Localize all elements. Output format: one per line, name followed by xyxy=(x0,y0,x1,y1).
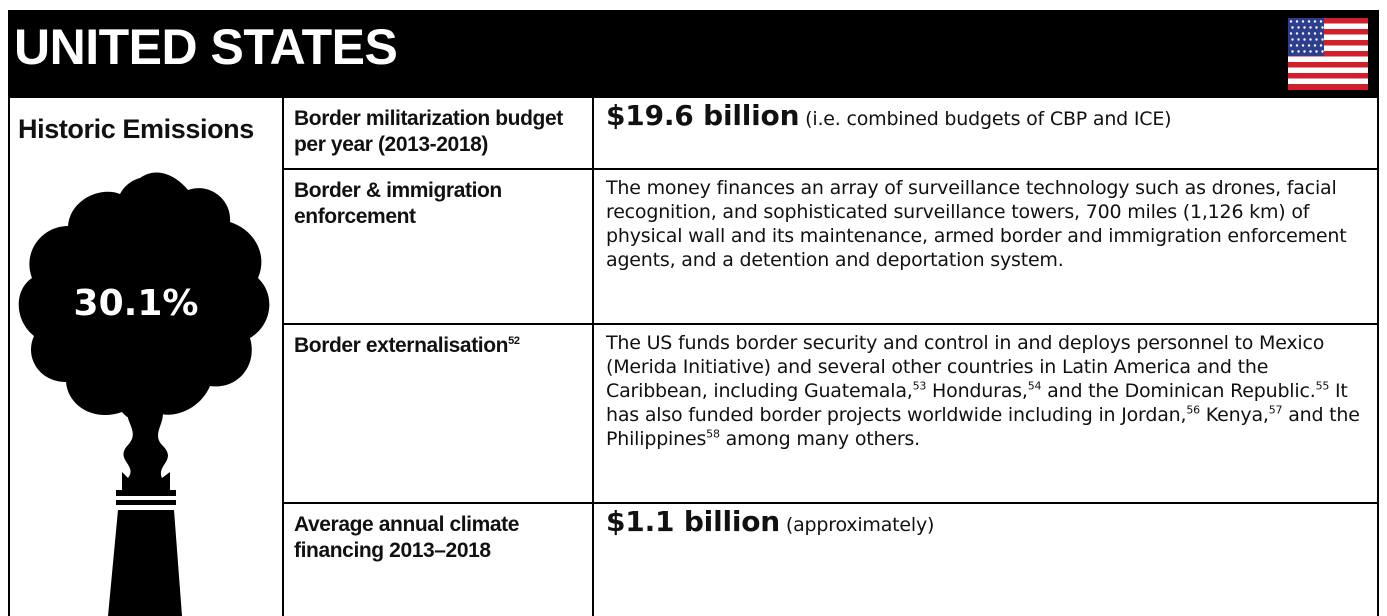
footnote-ref: 58 xyxy=(706,427,720,441)
footnote-ref: 56 xyxy=(1186,403,1200,417)
star xyxy=(1291,26,1294,29)
star xyxy=(1321,26,1324,29)
star xyxy=(1315,26,1318,29)
left-border xyxy=(8,98,10,616)
star xyxy=(1303,50,1306,53)
star xyxy=(1315,38,1318,41)
star xyxy=(1319,44,1323,47)
star xyxy=(1319,32,1323,35)
text-run: Honduras, xyxy=(926,380,1028,402)
highlight-value: $19.6 billion xyxy=(606,99,800,132)
star xyxy=(1301,44,1305,47)
star xyxy=(1313,20,1317,23)
footnote-ref: 53 xyxy=(912,379,927,393)
star xyxy=(1291,50,1294,53)
emissions-value: 30.1% xyxy=(74,283,199,324)
text-run: Border militarization budget per year (2… xyxy=(294,107,563,156)
row-label: Average annual climate financing 2013–20… xyxy=(284,504,594,616)
star xyxy=(1309,26,1312,29)
us-flag xyxy=(1288,18,1368,90)
star xyxy=(1295,44,1299,47)
star xyxy=(1303,38,1306,41)
star xyxy=(1301,32,1305,35)
row-label: Border externalisation52 xyxy=(284,325,594,504)
text-run: The money finances an array of surveilla… xyxy=(606,177,1347,271)
star xyxy=(1295,32,1299,35)
star xyxy=(1297,26,1300,29)
text-run: Border & immigration enforcement xyxy=(294,179,502,228)
footnote-ref: 54 xyxy=(1027,379,1042,393)
text-run: and the Philippines xyxy=(606,404,1360,450)
star xyxy=(1297,50,1300,53)
star xyxy=(1307,44,1311,47)
text-run: The US funds border security and control… xyxy=(606,332,1325,402)
highlight-value: $1.1 billion xyxy=(606,505,781,538)
text-run: Average annual climate financing 2013–20… xyxy=(294,513,520,562)
star xyxy=(1315,50,1318,53)
star xyxy=(1307,20,1311,23)
star xyxy=(1313,44,1317,47)
text-run: Kenya, xyxy=(1199,404,1269,426)
star xyxy=(1301,20,1305,23)
text-run: Border externalisation xyxy=(294,334,509,357)
star xyxy=(1289,44,1293,47)
star xyxy=(1313,32,1317,35)
title: UNITED STATES xyxy=(14,19,398,75)
star xyxy=(1309,50,1312,53)
star xyxy=(1319,20,1323,23)
text-run: (i.e. combined budgets of CBP and ICE) xyxy=(799,108,1172,130)
text-run: among many others. xyxy=(719,428,921,450)
column-divider xyxy=(282,98,284,616)
row-content: The money finances an array of surveilla… xyxy=(594,170,1377,325)
row-label: Border militarization budget per year (2… xyxy=(284,98,594,170)
text-run: (approximately) xyxy=(780,514,935,536)
side-title: Historic Emissions xyxy=(18,114,254,144)
star xyxy=(1297,38,1300,41)
smokestack-icon: 30.1% xyxy=(18,172,270,616)
row-content: $19.6 billion (i.e. combined budgets of … xyxy=(594,98,1377,170)
row-content: $1.1 billion (approximately) xyxy=(594,504,1377,616)
row-content: The US funds border security and control… xyxy=(594,325,1377,504)
text-run: It has also funded border projects world… xyxy=(606,380,1348,426)
star xyxy=(1321,38,1324,41)
footnote-ref: 57 xyxy=(1268,403,1283,417)
star xyxy=(1289,20,1293,23)
star xyxy=(1289,32,1293,35)
star xyxy=(1307,32,1311,35)
footnote-ref: 55 xyxy=(1315,379,1330,393)
text-run: and the Dominican Republic. xyxy=(1041,380,1316,402)
footnote-ref: 52 xyxy=(508,335,520,347)
row-label: Border & immigration enforcement xyxy=(284,170,594,325)
star xyxy=(1303,26,1306,29)
star xyxy=(1295,20,1299,23)
star xyxy=(1309,38,1312,41)
header-bar xyxy=(8,10,1379,98)
right-border xyxy=(1377,98,1379,616)
star xyxy=(1321,50,1324,53)
star xyxy=(1291,38,1294,41)
